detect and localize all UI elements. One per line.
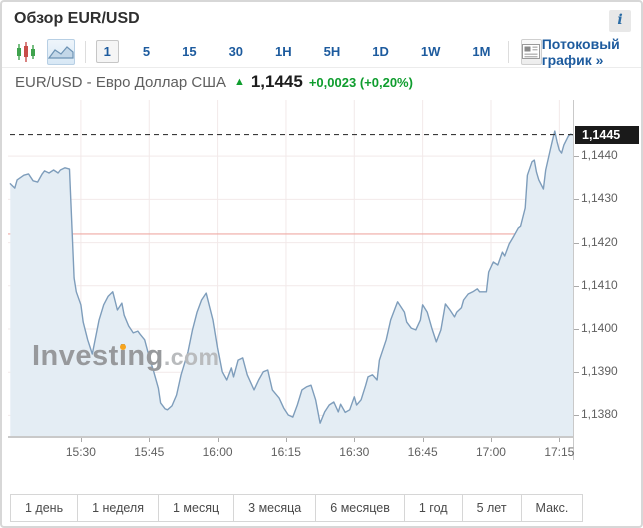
y-axis-tick <box>574 415 579 417</box>
interval-button-1H[interactable]: 1H <box>275 44 292 59</box>
y-axis-tick <box>574 156 579 158</box>
x-axis-label: 16:15 <box>270 445 301 459</box>
range-button-group: 1 день 1 неделя 1 месяц 3 месяца 6 месяцев 1 … <box>10 494 584 522</box>
interval-button-15[interactable]: 15 <box>182 44 197 59</box>
price-chart-plot[interactable] <box>8 100 574 438</box>
price-area-fill <box>10 131 574 437</box>
x-axis-tick <box>149 438 151 442</box>
interval-button-group: 1 5 15 30 1H 5H 1D 1W 1M <box>95 40 499 63</box>
interval-button-1W[interactable]: 1W <box>420 44 441 59</box>
range-button-3-месяца[interactable]: 3 месяца <box>233 494 317 522</box>
area-chart-icon <box>48 45 74 59</box>
price-change: +0,0023 (+0,20%) <box>308 74 413 90</box>
range-button-1-месяц[interactable]: 1 месяц <box>158 494 235 522</box>
x-axis-label: 15:45 <box>134 445 165 459</box>
y-axis-label: 1,1380 <box>581 407 618 422</box>
y-axis-label: 1,1400 <box>581 320 618 335</box>
x-axis-label: 16:30 <box>339 445 370 459</box>
y-axis-label: 1,1430 <box>581 191 618 206</box>
y-axis-tick <box>574 242 579 244</box>
news-panel-button[interactable] <box>521 38 542 65</box>
price-line-series <box>9 130 574 424</box>
interval-button-5H[interactable]: 5H <box>323 44 341 59</box>
y-axis: 1,1440 1,1430 1,1420 1,1410 1,1400 1,1390 1,13… <box>573 100 641 460</box>
price-up-arrow-icon: ▲ <box>233 76 245 88</box>
x-axis-tick <box>422 438 424 442</box>
range-button-6-месяцев[interactable]: 6 месяцев <box>315 494 405 522</box>
range-button-5-лет[interactable]: 5 лет <box>461 494 522 522</box>
x-axis: 15:30 15:45 16:00 16:15 16:30 16:45 17:00 17:15 <box>8 437 574 461</box>
y-axis-tick <box>574 328 579 330</box>
y-axis-label: 1,1420 <box>581 234 618 249</box>
x-axis-label: 16:45 <box>407 445 438 459</box>
y-axis-tick <box>574 372 579 374</box>
x-axis-label: 15:30 <box>65 445 96 459</box>
interval-button-1M[interactable]: 1M <box>472 44 491 59</box>
interval-button-30[interactable]: 30 <box>228 44 244 59</box>
toolbar-divider <box>85 40 86 63</box>
streaming-chart-link[interactable]: Потоковый график » <box>541 35 620 68</box>
price-chart: 1,1440 1,1430 1,1420 1,1410 1,1400 1,1390 1,13… <box>8 96 641 464</box>
instrument-name: EUR/USD - Евро Доллар США <box>15 73 226 91</box>
x-axis-tick <box>354 438 356 442</box>
last-price: 1,1445 <box>250 72 303 91</box>
range-button-1-неделя[interactable]: 1 неделя <box>77 494 159 522</box>
interval-button-5[interactable]: 5 <box>142 44 151 59</box>
title-bar: Обзор EUR/USD i <box>2 2 641 36</box>
y-axis-label: 1,1440 <box>581 148 618 163</box>
current-price-badge: 1,1445 <box>575 125 639 144</box>
interval-button-1D[interactable]: 1D <box>372 44 389 59</box>
x-axis-label: 17:15 <box>544 445 575 459</box>
x-axis-tick <box>217 438 219 442</box>
page-title: Обзор EUR/USD <box>14 10 140 27</box>
candlestick-chart-button[interactable] <box>14 39 38 65</box>
instrument-header: EUR/USD - Евро Доллар США ▲ 1,1445 +0,00… <box>2 68 641 96</box>
x-axis-label: 16:00 <box>202 445 233 459</box>
x-axis-tick <box>285 438 287 442</box>
chart-toolbar: 1 5 15 30 1H 5H 1D 1W 1M Потоковый график » <box>2 36 641 68</box>
info-icon: i <box>617 12 623 28</box>
y-axis-label: 1,1410 <box>581 277 618 292</box>
toolbar-divider <box>508 40 510 63</box>
y-axis-tick <box>574 199 579 201</box>
candlestick-icon <box>17 41 35 62</box>
range-button-макс.[interactable]: Макс. <box>520 494 584 522</box>
interval-button-1[interactable]: 1 <box>95 40 119 63</box>
range-button-1-год[interactable]: 1 год <box>403 494 463 522</box>
news-panel-icon <box>522 44 541 59</box>
y-axis-label: 1,1390 <box>581 364 618 379</box>
range-button-1-день[interactable]: 1 день <box>10 494 79 522</box>
x-axis-tick <box>559 438 561 442</box>
info-button[interactable]: i <box>609 10 631 32</box>
y-axis-tick <box>574 285 579 287</box>
x-axis-tick <box>490 438 492 442</box>
area-chart-button[interactable] <box>47 38 75 65</box>
x-axis-label: 17:00 <box>475 445 506 459</box>
x-axis-tick <box>80 438 82 442</box>
